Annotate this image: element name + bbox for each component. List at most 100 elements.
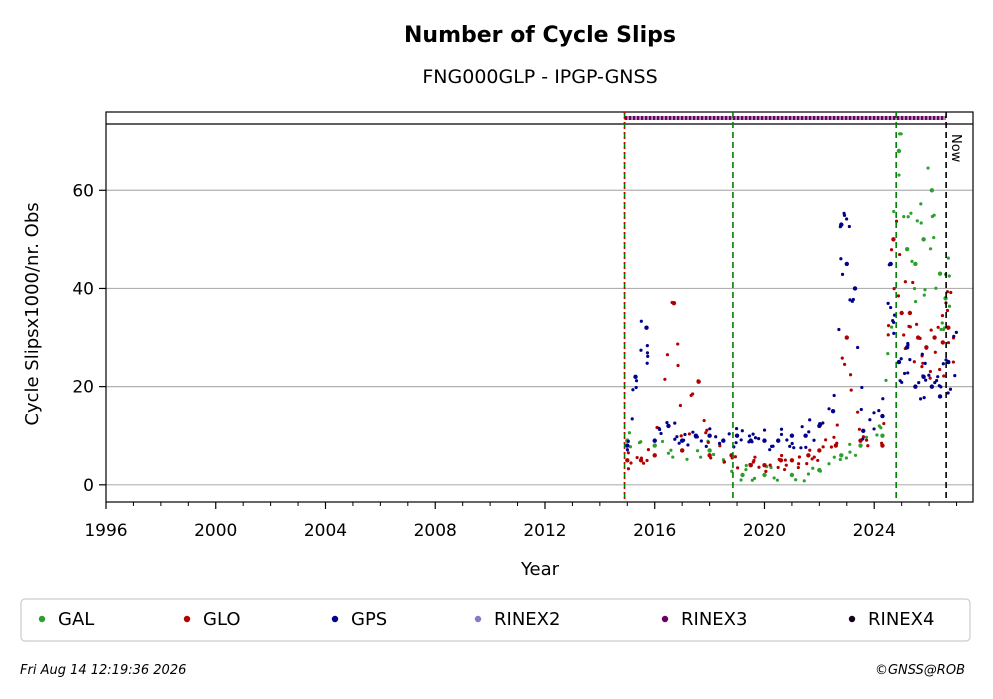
data-point-gps <box>872 427 876 431</box>
data-point-glo <box>780 453 784 458</box>
data-point-gps <box>832 393 836 398</box>
data-point-glo <box>949 290 953 295</box>
data-point-glo <box>856 410 860 414</box>
data-point-gal <box>934 286 938 290</box>
data-point-gps <box>792 446 796 450</box>
plot-frame <box>105 111 974 503</box>
data-point-gps <box>939 385 943 389</box>
footer-credit: ©GNSS@ROB <box>875 663 965 678</box>
data-point-gps <box>789 433 795 438</box>
data-point-glo <box>663 377 667 381</box>
data-point-glo <box>671 300 677 306</box>
data-point-gal <box>802 479 806 483</box>
data-point-glo <box>736 466 740 470</box>
data-point-glo <box>639 456 644 460</box>
data-point-gal <box>898 132 902 136</box>
data-point-gps <box>630 417 634 421</box>
legend-label-gal: GAL <box>58 609 94 630</box>
y-axis-label: Cycle Slipsx1000/nr. Obs <box>22 202 43 425</box>
data-point-gps <box>750 440 754 444</box>
data-point-gps <box>900 380 904 384</box>
data-point-gps <box>861 437 865 441</box>
data-point-gps <box>708 427 712 431</box>
data-point-glo <box>848 373 853 377</box>
data-point-gal <box>666 451 671 455</box>
data-point-glo <box>757 465 761 469</box>
data-point-glo <box>789 458 795 463</box>
data-point-gps <box>634 385 638 390</box>
data-point-glo <box>806 453 811 458</box>
data-point-gal <box>884 378 888 382</box>
data-point-gps <box>721 438 726 443</box>
data-point-glo <box>899 310 904 316</box>
chart-title: Number of Cycle Slips <box>404 23 676 48</box>
data-point-gps <box>954 330 958 335</box>
data-point-gps <box>946 391 950 395</box>
data-point-glo <box>626 467 631 471</box>
data-point-gps <box>892 313 897 317</box>
data-point-glo <box>626 451 630 455</box>
data-point-gal <box>775 478 779 482</box>
data-point-gps <box>634 379 639 383</box>
data-point-gal <box>789 472 795 478</box>
data-point-gal <box>794 478 798 482</box>
data-point-gps <box>936 375 940 379</box>
legend-marker-glo <box>183 615 191 623</box>
x-tick-label: 2020 <box>743 521 786 541</box>
data-point-gal <box>848 442 852 447</box>
data-point-glo <box>796 462 801 466</box>
data-point-gps <box>902 371 907 376</box>
data-point-gps <box>881 397 885 401</box>
data-point-gal <box>929 188 935 193</box>
data-point-gps <box>830 408 836 414</box>
data-point-glo <box>921 361 925 365</box>
data-point-glo <box>936 325 940 329</box>
data-point-gps <box>652 438 657 443</box>
data-point-glo <box>902 333 906 337</box>
data-point-glo <box>702 418 706 423</box>
data-point-glo <box>625 458 630 463</box>
data-point-gps <box>848 298 852 302</box>
x-tick-label: 2024 <box>853 521 896 541</box>
data-point-gps <box>808 418 812 422</box>
data-point-glo <box>635 455 639 460</box>
data-point-gps <box>644 325 649 330</box>
data-point-gal <box>896 148 902 154</box>
data-point-gps <box>921 374 926 380</box>
data-point-glo <box>679 448 685 453</box>
data-point-gps <box>665 420 669 425</box>
data-point-gps <box>625 448 630 452</box>
data-point-gal <box>838 457 842 462</box>
data-point-gps <box>677 441 681 445</box>
data-point-glo <box>849 388 853 392</box>
data-point-gps <box>659 431 663 436</box>
data-point-gps <box>704 444 708 448</box>
data-point-gal <box>628 445 633 449</box>
data-point-gps <box>844 261 849 267</box>
data-point-glo <box>886 324 891 328</box>
data-point-gps <box>913 384 918 389</box>
plot-area: 1996 2000 2004 2008 2012 2016 2020 2024 0 20 40 60 N… <box>72 111 974 541</box>
data-point-gal <box>762 472 767 478</box>
data-point-gal <box>941 327 946 332</box>
data-point-gps <box>762 428 767 432</box>
data-point-glo <box>829 445 834 449</box>
data-point-gps <box>790 441 794 446</box>
data-point-gps <box>734 426 739 431</box>
data-point-gps <box>768 448 772 452</box>
data-point-gal <box>853 453 858 457</box>
data-point-gps <box>803 433 808 438</box>
data-point-gps <box>785 438 789 442</box>
data-point-gal <box>913 299 918 304</box>
data-point-glo <box>928 369 933 374</box>
data-point-glo <box>911 280 915 285</box>
data-point-gps <box>922 395 926 400</box>
data-point-glo <box>704 431 708 435</box>
data-point-gal <box>886 352 890 356</box>
data-point-glo <box>896 294 901 298</box>
data-point-glo <box>687 432 692 436</box>
data-point-glo <box>835 441 839 445</box>
legend-marker-rinex3 <box>661 615 669 623</box>
data-point-gps <box>877 409 881 413</box>
data-point-glo <box>951 360 955 364</box>
